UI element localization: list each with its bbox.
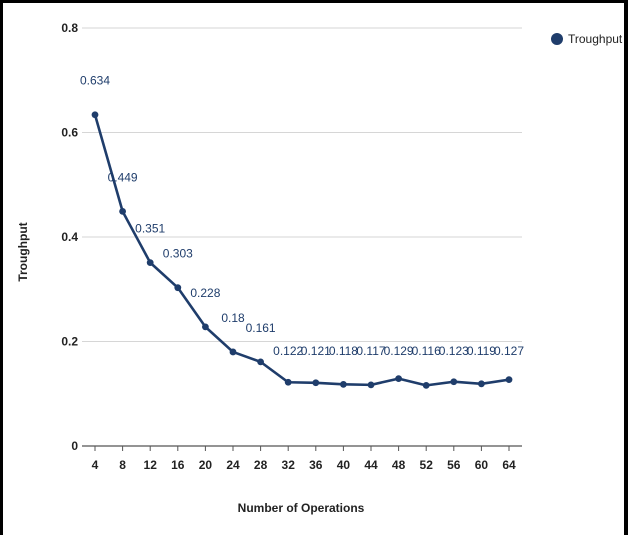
data-point <box>422 381 430 389</box>
y-tick-label: 0 <box>71 439 78 453</box>
x-tick-label: 32 <box>282 458 296 472</box>
x-tick-label: 12 <box>144 458 158 472</box>
x-tick-label: 4 <box>92 458 99 472</box>
y-tick-label: 0.6 <box>61 126 78 140</box>
data-point <box>450 378 458 386</box>
data-point <box>505 376 513 384</box>
data-label: 0.351 <box>135 222 165 236</box>
x-axis-title: Number of Operations <box>238 501 365 515</box>
data-point <box>229 348 237 356</box>
data-point <box>340 380 347 388</box>
y-axis-title: Troughput <box>16 222 30 281</box>
x-tick-label: 44 <box>364 458 378 472</box>
data-point <box>174 284 182 292</box>
x-tick-label: 20 <box>199 458 213 472</box>
data-point <box>119 207 126 215</box>
x-tick-label: 64 <box>502 458 516 472</box>
x-tick-label: 48 <box>392 458 406 472</box>
data-label: 0.161 <box>246 321 276 335</box>
data-point <box>284 378 292 386</box>
data-label: 0.119 <box>467 344 496 358</box>
data-label: 0.449 <box>108 170 138 184</box>
data-label: 0.117 <box>356 344 385 358</box>
data-label: 0.123 <box>439 344 469 358</box>
data-point <box>202 323 209 331</box>
legend: Troughput <box>551 32 623 46</box>
grid-lines <box>82 27 522 447</box>
data-label: 0.122 <box>273 344 303 358</box>
x-tick-label: 52 <box>420 458 434 472</box>
x-tick-label: 56 <box>447 458 461 472</box>
data-point <box>146 259 154 267</box>
data-label: 0.121 <box>301 344 331 358</box>
y-axis: 0 0.2 0.4 0.6 0.8 <box>61 21 78 453</box>
data-label: 0.127 <box>494 344 524 358</box>
data-point <box>312 379 320 387</box>
x-tick-label: 24 <box>226 458 240 472</box>
data-point <box>257 358 264 366</box>
x-axis: 4 8 12 16 20 24 28 32 36 40 44 48 52 56 60 64 <box>92 446 516 472</box>
data-point <box>367 381 375 389</box>
y-tick-label: 0.4 <box>61 230 78 244</box>
x-tick-label: 60 <box>475 458 489 472</box>
data-label: 0.228 <box>190 286 220 300</box>
data-label: 0.129 <box>384 344 414 358</box>
data-point <box>478 380 485 388</box>
x-tick-label: 36 <box>309 458 323 472</box>
legend-label: Troughput <box>568 32 623 46</box>
data-label: 0.634 <box>80 74 110 88</box>
legend-marker <box>551 33 563 45</box>
data-label: 0.118 <box>329 344 358 358</box>
data-label: 0.303 <box>163 247 193 261</box>
y-tick-label: 0.8 <box>61 21 78 35</box>
data-point <box>395 375 402 382</box>
data-label: 0.116 <box>412 344 441 358</box>
y-tick-label: 0.2 <box>61 335 78 349</box>
data-labels: 0.6340.4490.3510.3030.2280.180.1610.1220… <box>80 74 524 358</box>
x-tick-label: 28 <box>254 458 268 472</box>
x-tick-label: 16 <box>171 458 185 472</box>
series-group <box>91 111 513 389</box>
data-point <box>91 111 99 119</box>
data-label: 0.18 <box>221 311 245 325</box>
x-tick-label: 40 <box>337 458 351 472</box>
series-line-troughput <box>93 114 510 387</box>
x-tick-label: 8 <box>119 458 126 472</box>
